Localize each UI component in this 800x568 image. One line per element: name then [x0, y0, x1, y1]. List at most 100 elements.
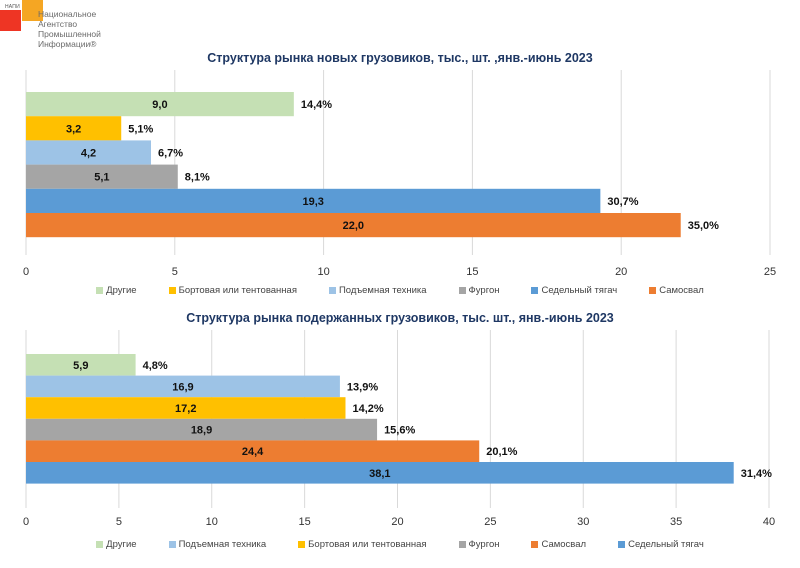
chart2-tick-label: 5	[116, 516, 122, 528]
legend-swatch-icon	[531, 541, 539, 548]
chart1-value-label: 9,0	[152, 99, 167, 111]
legend-label: Самосвал	[541, 539, 587, 550]
legend-swatch-icon	[96, 287, 104, 294]
chart2-bar	[26, 440, 480, 462]
chart1-percent-label: 30,7%	[607, 196, 638, 208]
chart2-tick-label: 25	[484, 516, 496, 528]
legend-label: Фургон	[468, 285, 500, 296]
chart1-legend-item: Бортовая или тентованная	[168, 285, 297, 296]
chart1-tick-label: 20	[615, 266, 627, 278]
logo-line-3: Промышленной	[38, 29, 101, 39]
chart2-percent-label: 14,2%	[352, 403, 383, 415]
logo-red-square	[0, 10, 21, 31]
chart1-value-label: 19,3	[302, 196, 323, 208]
chart2-bar	[26, 397, 346, 419]
legend-swatch-icon	[168, 287, 176, 294]
chart2-percent-label: 20,1%	[486, 446, 517, 458]
legend-swatch-icon	[168, 541, 176, 548]
legend-label: Подъемная техника	[338, 285, 427, 296]
chart2-bar	[26, 418, 378, 441]
chart2-bar	[26, 462, 734, 484]
chart2-tick-label: 30	[577, 516, 589, 528]
legend-swatch-icon	[458, 287, 466, 294]
napi-logo: НАПИ Национальное Агентство Промышленной…	[0, 0, 120, 56]
chart1-legend-item: Другие	[96, 285, 137, 296]
chart1-percent-label: 14,4%	[301, 99, 332, 111]
chart1-value-label: 5,1	[94, 172, 109, 184]
chart1-legend: Другие Бортовая или тентованная Подъемная …	[0, 285, 800, 296]
logo-text: Национальное Агентство Промышленной Инфо…	[38, 9, 101, 49]
legend-swatch-icon	[96, 541, 104, 548]
chart1-bar	[26, 92, 294, 117]
chart2-value-label: 18,9	[191, 425, 212, 437]
legend-label: Фургон	[468, 539, 500, 550]
chart1-bar	[26, 164, 178, 189]
chart1-value-label: 22,0	[343, 220, 364, 232]
legend-label: Бортовая или тентованная	[178, 285, 297, 296]
legend-label: Седельный тягач	[541, 285, 618, 296]
chart2-tick-label: 35	[670, 516, 682, 528]
chart1-legend-item: Седельный тягач	[531, 285, 617, 296]
chart1-bar	[26, 116, 122, 141]
chart2-value-label: 5,9	[73, 360, 88, 372]
legend-label: Седельный тягач	[628, 539, 704, 550]
chart1-tick-label: 15	[466, 266, 478, 278]
chart2-value-label: 38,1	[369, 468, 390, 480]
chart1-tick-label: 10	[317, 266, 329, 278]
legend-label: Бортовая или тентованная	[308, 539, 427, 550]
chart2-legend-item: Самосвал	[531, 539, 586, 550]
chart2-title: Структура рынка подержанных грузовиков, …	[186, 311, 614, 325]
legend-label: Другие	[106, 285, 137, 296]
chart2-legend-item: Седельный тягач	[618, 539, 704, 550]
logo-orange-square	[22, 0, 43, 21]
chart2-value-label: 16,9	[172, 381, 193, 393]
chart2-legend-item: Бортовая или тентованная	[298, 539, 427, 550]
logo-line-4: Информации®	[38, 39, 97, 49]
legend-swatch-icon	[458, 541, 466, 548]
legend-label: Другие	[106, 539, 137, 550]
chart2-tick-label: 40	[763, 516, 775, 528]
chart2-percent-label: 4,8%	[143, 360, 168, 372]
legend-swatch-icon	[531, 287, 539, 294]
legend-label: Самосвал	[659, 285, 704, 296]
chart2-legend-item: Другие	[96, 539, 137, 550]
chart1-tick-label: 25	[764, 266, 776, 278]
chart2-legend: Другие Подъемная техника Бортовая или тент…	[0, 539, 800, 550]
legend-swatch-icon	[618, 541, 626, 548]
chart2-tick-label: 0	[23, 516, 29, 528]
chart1-legend-item: Подъемная техника	[328, 285, 427, 296]
chart1-legend-item: Самосвал	[649, 285, 704, 296]
chart1-title: Структура рынка новых грузовиков, тыс., …	[207, 51, 593, 65]
chart2-bar	[26, 354, 136, 376]
chart1-percent-label: 5,1%	[128, 123, 153, 135]
chart1-percent-label: 35,0%	[688, 220, 719, 232]
chart1-bar	[26, 188, 601, 213]
chart2-percent-label: 15,6%	[384, 425, 415, 437]
chart2-tick-label: 20	[391, 516, 403, 528]
chart1-value-label: 3,2	[66, 123, 81, 135]
logo-abbr: НАПИ	[5, 4, 20, 10]
chart1-percent-label: 6,7%	[158, 148, 183, 160]
chart2-percent-label: 31,4%	[741, 468, 772, 480]
legend-swatch-icon	[649, 287, 657, 294]
chart1-legend-item: Фургон	[458, 285, 500, 296]
legend-swatch-icon	[298, 541, 306, 548]
chart1-bar	[26, 140, 151, 165]
legend-swatch-icon	[328, 287, 336, 294]
chart1-bar	[26, 213, 681, 238]
chart2-legend-item: Подъемная техника	[168, 539, 267, 550]
chart1-tick-label: 0	[23, 266, 29, 278]
chart1-percent-label: 8,1%	[185, 172, 210, 184]
chart2-tick-label: 15	[299, 516, 311, 528]
chart2-bar	[26, 375, 340, 398]
legend-label: Подъемная техника	[178, 539, 267, 550]
chart2-value-label: 24,4	[242, 446, 264, 458]
logo-line-2: Агентство	[38, 19, 78, 29]
logo-line-1: Национальное	[38, 9, 97, 19]
chart2-value-label: 17,2	[175, 403, 196, 415]
chart1-value-label: 4,2	[81, 148, 96, 160]
chart2-percent-label: 13,9%	[347, 381, 378, 393]
chart2-legend-item: Фургон	[458, 539, 500, 550]
chart1-tick-label: 5	[172, 266, 178, 278]
